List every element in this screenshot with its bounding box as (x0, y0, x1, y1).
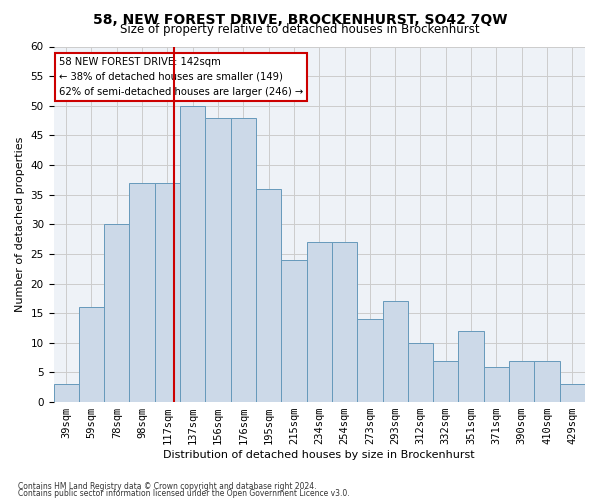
Text: Contains HM Land Registry data © Crown copyright and database right 2024.: Contains HM Land Registry data © Crown c… (18, 482, 317, 491)
Text: 58 NEW FOREST DRIVE: 142sqm
← 38% of detached houses are smaller (149)
62% of se: 58 NEW FOREST DRIVE: 142sqm ← 38% of det… (59, 57, 303, 97)
Bar (180, 106, 205, 402)
Bar (53, 384, 79, 402)
Bar (408, 343, 433, 402)
Bar (230, 118, 256, 402)
Bar (458, 331, 484, 402)
Bar (281, 260, 307, 402)
Bar (535, 360, 560, 402)
Bar (79, 308, 104, 402)
Bar (155, 183, 180, 402)
Bar (104, 224, 130, 402)
Bar (256, 188, 281, 402)
Bar (130, 183, 155, 402)
Bar (433, 360, 458, 402)
Bar (383, 302, 408, 402)
Bar (560, 384, 585, 402)
Bar (357, 319, 383, 402)
Bar (509, 360, 535, 402)
Y-axis label: Number of detached properties: Number of detached properties (15, 136, 25, 312)
Bar (307, 242, 332, 402)
Bar (332, 242, 357, 402)
Bar (484, 366, 509, 402)
Bar (205, 118, 230, 402)
Text: 58, NEW FOREST DRIVE, BROCKENHURST, SO42 7QW: 58, NEW FOREST DRIVE, BROCKENHURST, SO42… (93, 12, 507, 26)
Text: Size of property relative to detached houses in Brockenhurst: Size of property relative to detached ho… (120, 22, 480, 36)
X-axis label: Distribution of detached houses by size in Brockenhurst: Distribution of detached houses by size … (163, 450, 475, 460)
Text: Contains public sector information licensed under the Open Government Licence v3: Contains public sector information licen… (18, 489, 350, 498)
